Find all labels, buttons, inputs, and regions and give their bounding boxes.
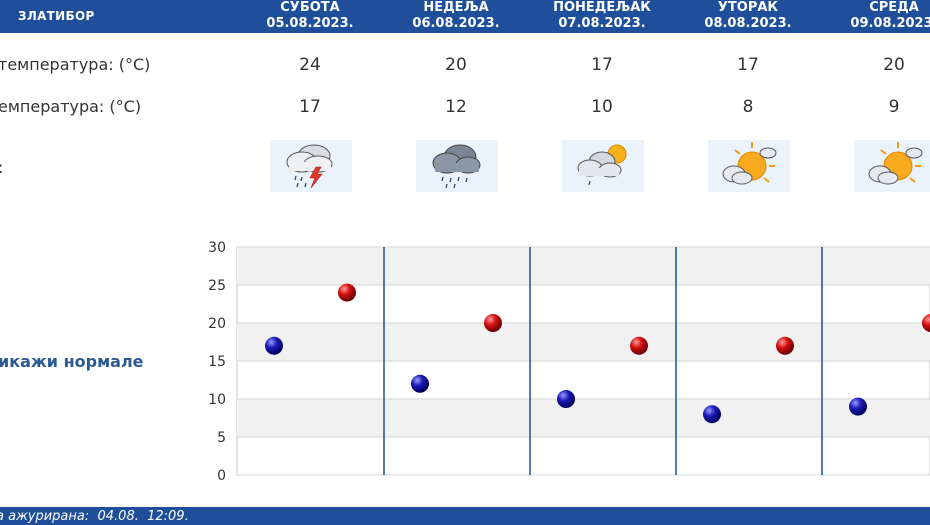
y-tick-label: 25 [208,278,226,294]
day-header-3: ПОНЕДЕЉАК 07.08.2023. [532,0,672,32]
max-temp-1: 24 [299,55,321,75]
day-name: СРЕДА [869,0,919,15]
weather-icon-label: : [0,158,3,177]
y-tick-label: 10 [208,392,226,408]
show-normals-link[interactable]: икажи нормале [0,352,144,371]
day-date: 09.08.2023. [850,16,930,31]
max-temp-dot [922,314,930,332]
min-temp-dot [411,374,429,393]
max-temp-dot [338,283,356,302]
day-header-5: СРЕДА 09.08.2023. [824,0,930,32]
max-temp-2: 20 [445,55,467,75]
min-temp-2: 12 [445,97,467,117]
footer-bar: а ажурирана: 04.08. 12:09. [0,507,930,525]
day-header-4: УТОРАК 08.08.2023. [678,0,818,32]
max-temp-dot [630,336,648,355]
day-date: 05.08.2023. [266,16,354,31]
max-temp-4: 17 [737,55,759,75]
y-tick-label: 0 [217,468,226,484]
header-bar: ЗЛАТИБОР СУБОТА 05.08.2023. НЕДЕЉА 06.08… [0,0,930,33]
min-temp-dot [557,390,575,408]
sun-cloud-icon [854,140,930,192]
min-temp-dot [849,397,867,416]
min-temp-3: 10 [591,97,613,117]
rain-icon [416,140,498,192]
day-name: СУБОТА [280,0,340,15]
y-tick-label: 30 [208,240,226,256]
min-temp-label: емпература: (°C) [0,97,142,116]
min-temp-dot [265,336,283,355]
min-temp-4: 8 [742,97,754,117]
sun-cloud-icon [708,140,790,192]
station-name: ЗЛАТИБОР [18,9,95,23]
day-name: ПОНЕДЕЉАК [553,0,651,15]
day-header-1: СУБОТА 05.08.2023. [240,0,380,32]
y-tick-label: 15 [208,354,226,370]
max-temp-label: температура: (°C) [0,55,151,74]
grid-band [237,247,930,285]
max-temp-5: 20 [883,55,905,75]
grid-band [237,399,930,437]
day-date: 06.08.2023. [412,16,500,31]
day-date: 07.08.2023. [558,16,646,31]
partly-cloudy-shower-icon [562,140,644,192]
min-temp-1: 17 [299,97,321,117]
grid-band [237,323,930,361]
min-temp-dot [703,405,721,424]
day-name: УТОРАК [717,0,779,15]
max-temp-3: 17 [591,55,613,75]
max-temp-dot [776,336,794,355]
storm-icon [270,140,352,192]
min-temp-5: 9 [888,97,900,117]
last-updated-text: а ажурирана: 04.08. 12:09. [0,509,189,524]
day-date: 08.08.2023. [704,16,792,31]
temperature-chart: 0 5 10 15 20 25 30 [208,240,930,484]
y-tick-label: 5 [217,430,226,446]
max-temp-dot [484,314,502,332]
day-header-2: НЕДЕЉА 06.08.2023. [386,0,526,32]
y-tick-label: 20 [208,316,226,332]
day-name: НЕДЕЉА [423,0,489,15]
